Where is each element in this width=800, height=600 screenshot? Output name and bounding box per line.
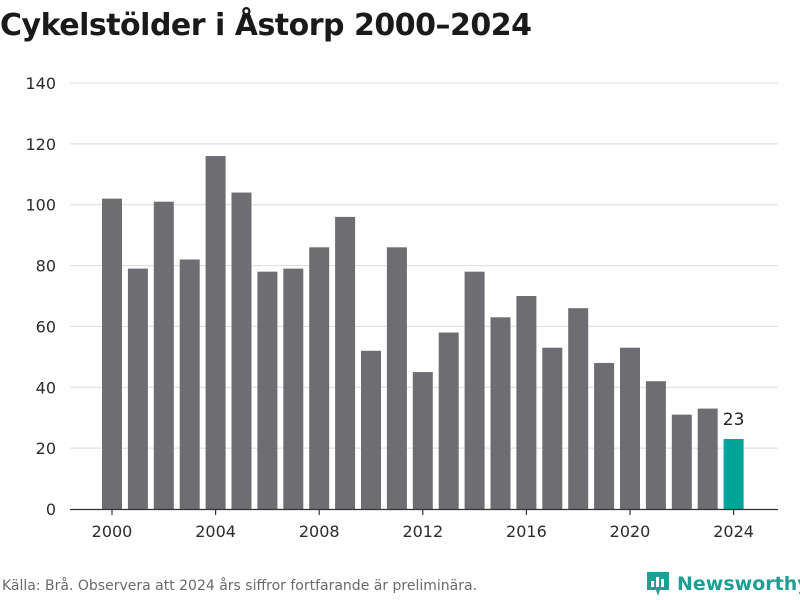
bar-2003 — [179, 259, 200, 509]
x-tick-label: 2004 — [195, 522, 236, 541]
y-axis: 0 20 40 60 80 100 120 140 — [25, 74, 56, 519]
data-labels: 23 — [723, 410, 745, 430]
newsworthy-logo-icon — [647, 572, 669, 596]
bar-2013 — [438, 332, 459, 509]
x-tick-label: 2024 — [713, 522, 754, 541]
x-tick-label: 2020 — [610, 522, 651, 541]
bar-2023 — [697, 408, 718, 509]
bar-2009 — [335, 216, 356, 509]
x-tick-label: 2012 — [402, 522, 443, 541]
bar-2019 — [594, 362, 615, 509]
y-tick-label: 100 — [25, 196, 56, 215]
bar-2011 — [386, 247, 407, 510]
x-axis: 2000 2004 2008 2012 2016 2020 2024 — [70, 508, 778, 541]
bar-2006 — [257, 271, 278, 509]
y-tick-label: 60 — [36, 317, 56, 336]
y-tick-label: 80 — [36, 257, 56, 276]
y-tick-label: 20 — [36, 439, 56, 458]
data-label-2024: 23 — [723, 410, 745, 430]
brand: Newsworthy — [645, 569, 800, 599]
bar-2022 — [671, 414, 692, 509]
bar-2017 — [542, 347, 563, 509]
y-tick-label: 0 — [46, 500, 56, 519]
bar-2012 — [412, 372, 433, 509]
bar-2016 — [516, 296, 537, 509]
bar-2001 — [127, 268, 148, 509]
bar-2002 — [153, 201, 174, 509]
y-tick-label: 40 — [36, 378, 56, 397]
y-tick-label: 140 — [25, 74, 56, 93]
x-tick-label: 2008 — [299, 522, 340, 541]
y-tick-label: 120 — [25, 135, 56, 154]
bar-2021 — [645, 381, 666, 509]
bar-2015 — [490, 317, 511, 509]
bar-2010 — [361, 350, 381, 509]
bar-2005 — [231, 192, 252, 510]
source-note: Källa: Brå. Observera att 2024 års siffr… — [2, 578, 478, 594]
brand-name: Newsworthy — [677, 573, 800, 595]
bar-2024 — [723, 439, 744, 509]
chart-title: Cykelstölder i Åstorp 2000–2024 — [0, 8, 532, 43]
bar-2020 — [620, 347, 640, 509]
x-tick-label: 2000 — [92, 522, 133, 541]
bars — [102, 156, 744, 510]
bar-2014 — [464, 271, 485, 509]
x-tick-label: 2016 — [506, 522, 547, 541]
bar-2007 — [283, 268, 304, 509]
bar-2004 — [205, 156, 226, 509]
bar-2008 — [309, 247, 330, 510]
bar-2018 — [568, 308, 589, 509]
bar-2000 — [102, 198, 122, 509]
